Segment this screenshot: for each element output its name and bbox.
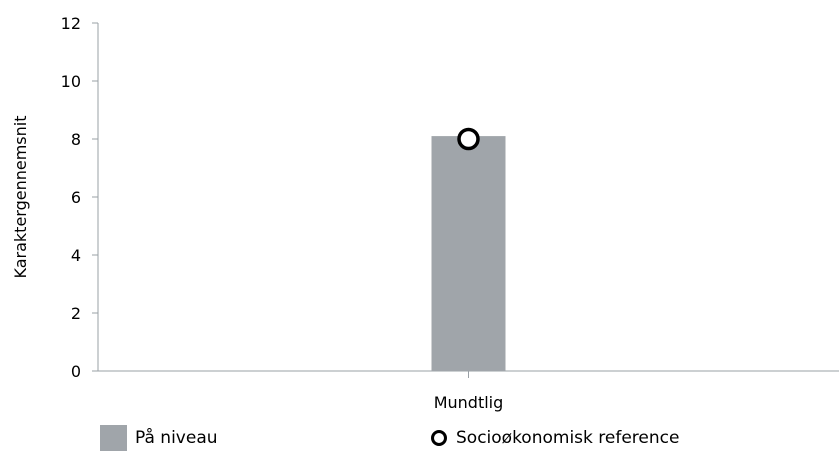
legend-item-marker: Socioøkonomisk reference — [431, 425, 679, 451]
legend-bar-label: På niveau — [135, 428, 218, 448]
legend: På niveau Socioøkonomisk reference — [100, 425, 839, 451]
markers-group — [457, 127, 480, 151]
y-axis-title: Karaktergennemsnit — [11, 116, 30, 279]
y-tick-label: 4 — [71, 246, 81, 265]
reference-marker-mundtlig — [457, 127, 480, 151]
y-tick-label: 12 — [61, 14, 81, 33]
legend-bar-swatch-icon — [100, 425, 127, 451]
y-tick-label: 6 — [71, 188, 81, 207]
y-tick-label: 0 — [71, 362, 81, 381]
y-tick-label: 8 — [71, 130, 81, 149]
y-tick-label: 10 — [61, 72, 81, 91]
legend-circle-marker-icon — [431, 430, 447, 446]
x-tick-label: Mundtlig — [434, 393, 504, 412]
legend-item-bar: På niveau — [100, 425, 218, 451]
bars-group — [431, 136, 506, 371]
y-axis-ticks: 0 2 4 6 8 10 12 — [61, 14, 98, 381]
y-tick-label: 2 — [71, 304, 81, 323]
x-axis-ticks: Mundtlig — [434, 371, 504, 412]
legend-marker-label: Socioøkonomisk reference — [456, 428, 680, 448]
bar-mundtlig — [431, 136, 506, 371]
